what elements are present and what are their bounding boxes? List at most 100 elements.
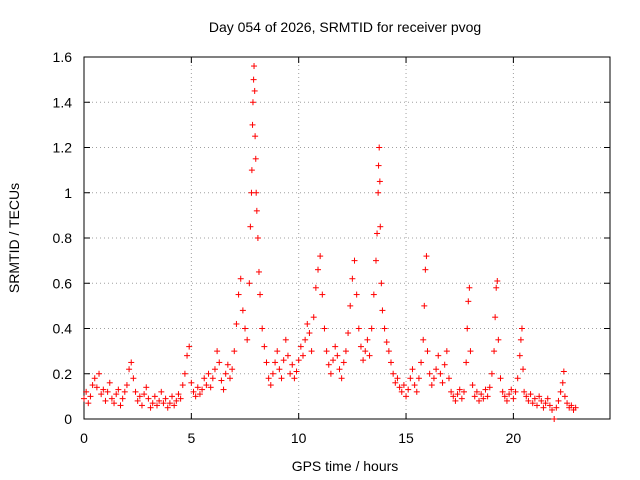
data-point [426,370,433,377]
data-point [461,388,468,395]
data-point [374,230,381,237]
data-point [503,397,510,404]
data-point [546,402,553,409]
data-point [520,366,527,373]
data-point [250,76,257,83]
data-point [280,357,287,364]
data-point [424,348,431,355]
data-point [493,284,500,291]
data-point [289,361,296,368]
data-point [251,87,258,94]
data-point [194,384,201,391]
data-point [242,325,249,332]
data-point [551,416,558,422]
data-point [323,348,330,355]
data-point [136,393,143,400]
y-tick-labels: 0 0.2 0.4 0.6 0.8 1 1.2 1.4 1.6 [53,49,73,427]
data-point [108,395,115,402]
data-point [321,325,328,332]
data-point [310,314,317,321]
data-point [559,379,566,386]
data-point [430,375,437,382]
data-point [231,348,238,355]
data-point [171,402,178,409]
data-point [252,155,259,162]
data-point [347,302,354,309]
data-point [85,400,92,407]
data-point [379,307,386,314]
data-point [338,375,345,382]
data-point [263,359,270,366]
data-point [572,404,579,411]
data-point [235,291,242,298]
data-point [484,393,491,400]
data-point [126,366,133,373]
data-point [297,343,304,350]
data-point [87,393,94,400]
data-point [415,375,422,382]
data-point [269,370,276,377]
data-point [111,400,118,407]
data-point [342,348,349,355]
data-point [173,397,180,404]
data-point [151,393,158,400]
data-point [169,393,176,400]
data-point [531,395,538,402]
data-point [265,375,272,382]
data-point [357,343,364,350]
data-point [482,386,489,393]
data-point [141,391,148,398]
data-point [560,368,567,375]
data-point [534,402,541,409]
data-point [478,391,485,398]
data-point [201,375,208,382]
x-tick-label: 15 [398,430,414,446]
data-point [454,391,461,398]
data-point [400,382,407,389]
y-tick-label: 1.6 [53,49,73,65]
data-point [492,314,499,321]
x-tick-label: 0 [80,430,88,446]
data-point [362,348,369,355]
data-point [398,388,405,395]
data-point [385,348,392,355]
data-point [465,298,472,305]
data-point [253,189,260,196]
data-point [284,352,291,359]
data-point [514,375,521,382]
data-point [247,223,254,230]
data-point [308,348,315,355]
y-tick-label: 0.4 [53,321,73,337]
data-point [190,388,197,395]
data-point [138,402,145,409]
data-point [123,382,130,389]
data-point [466,284,473,291]
data-point [302,336,309,343]
data-point [276,366,283,373]
data-point [463,359,470,366]
data-point [405,386,412,393]
data-point [259,325,266,332]
data-point [184,352,191,359]
data-point [396,384,403,391]
data-point [304,320,311,327]
data-point [188,379,195,386]
data-point [423,253,430,260]
y-tick-label: 1.4 [53,94,73,110]
y-tick-label: 0.8 [53,230,73,246]
data-point [418,359,425,366]
data-point [422,266,429,273]
data-point [248,167,255,174]
x-tick-labels: 0 5 10 15 20 [80,430,521,446]
data-point [177,395,184,402]
data-point [224,361,231,368]
data-point [437,370,444,377]
data-point [252,133,259,140]
data-point [353,291,360,298]
data-point [205,370,212,377]
data-point [508,386,515,393]
data-point [306,330,313,337]
data-point [175,391,182,398]
data-points [81,63,579,422]
